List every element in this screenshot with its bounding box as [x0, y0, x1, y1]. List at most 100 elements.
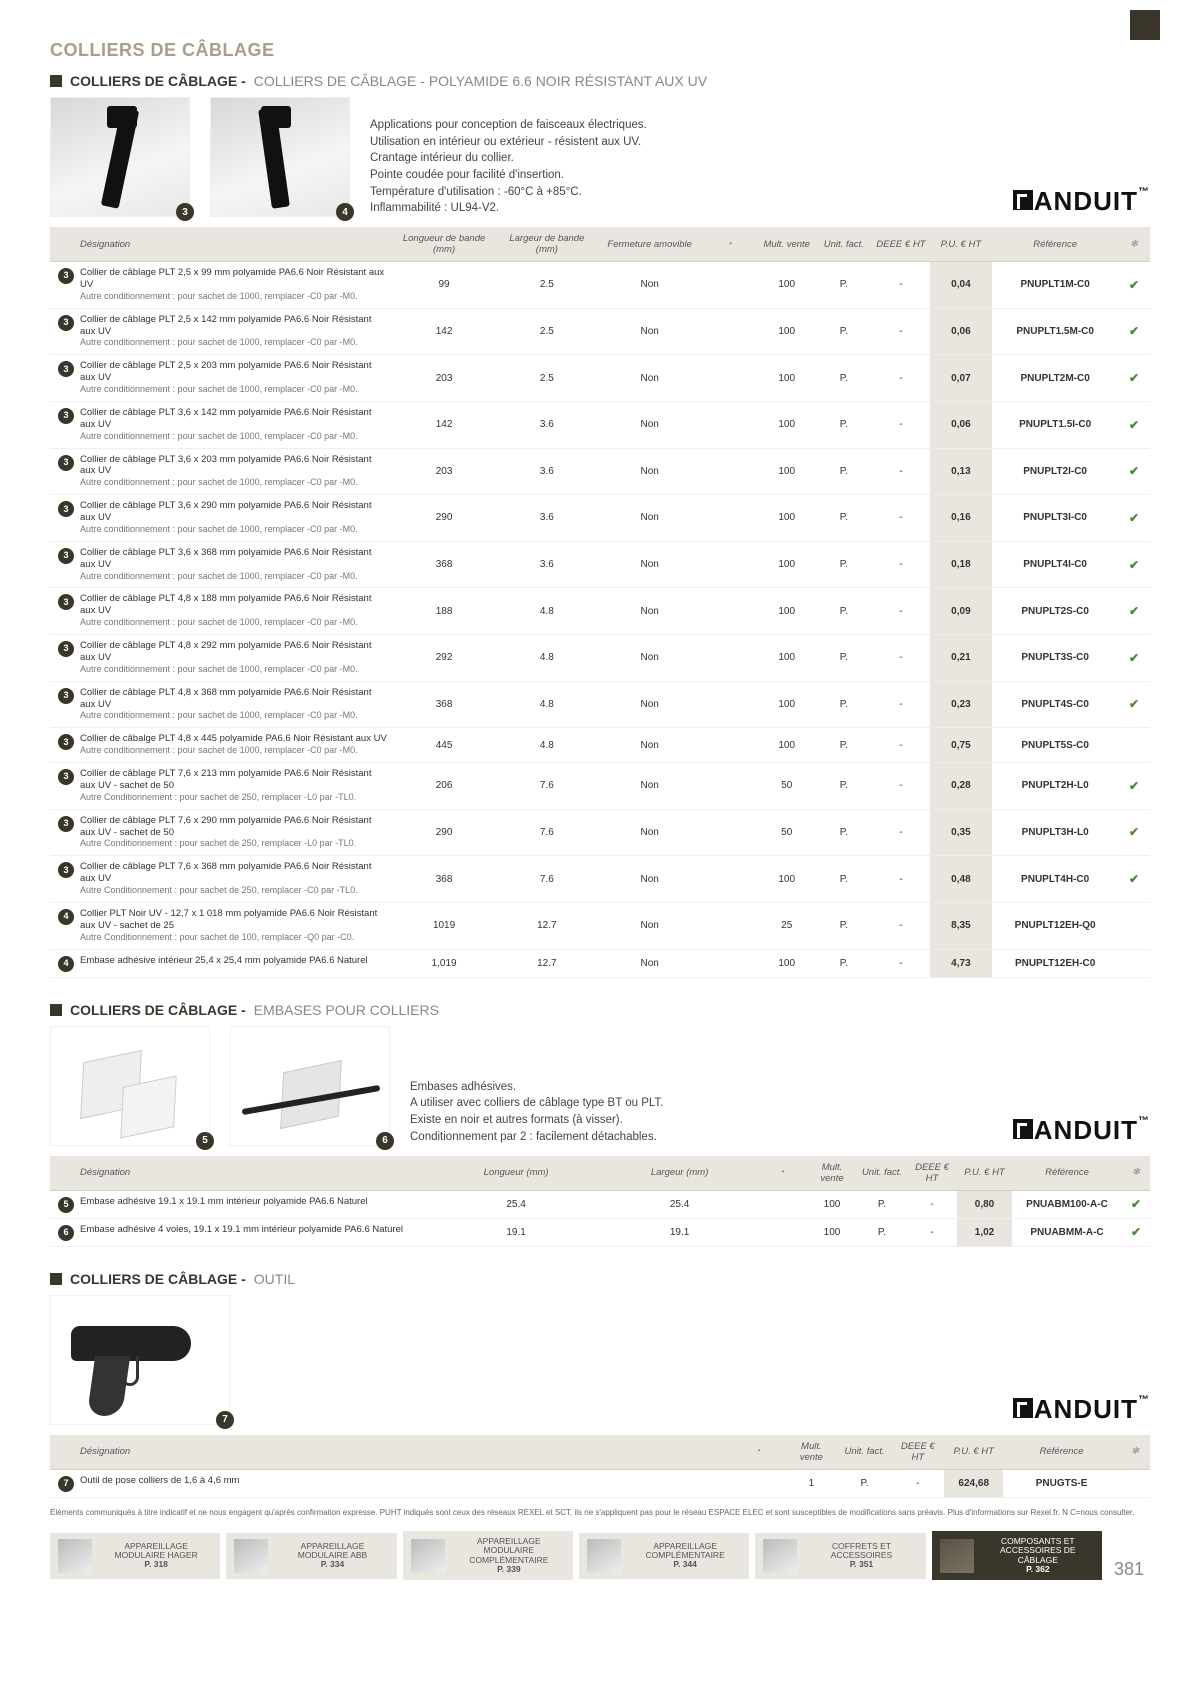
- cell-unit: P.: [857, 1218, 907, 1246]
- footer-tab[interactable]: COMPOSANTS ET ACCESSOIRES DE CÂBLAGEP. 3…: [932, 1531, 1102, 1580]
- cell-mult: 100: [758, 681, 815, 728]
- cell-ref: PNUPLT4S-C0: [992, 681, 1118, 728]
- cell-price: 0,07: [930, 355, 993, 402]
- image-badge-6: 6: [376, 1132, 394, 1150]
- cell-ref: PNUPLT12EH-C0: [992, 949, 1118, 977]
- col-fermeture: Fermeture amovible: [598, 227, 701, 262]
- row-badge: 7: [58, 1476, 74, 1492]
- tab-label: COMPOSANTS ET ACCESSOIRES DE CÂBLAGEP. 3…: [982, 1537, 1094, 1574]
- cell-fermeture: Non: [598, 763, 701, 810]
- footer-tab[interactable]: COFFRETS ET ACCESSOIRESP. 351: [755, 1533, 925, 1579]
- col-longueur: Longueur (mm): [430, 1156, 602, 1191]
- cell-longueur: 368: [393, 541, 496, 588]
- cell-check-icon: ✔: [1118, 262, 1150, 309]
- cell-fermeture: Non: [598, 355, 701, 402]
- cell-largeur: 3.6: [495, 541, 598, 588]
- cell-wifi: [701, 728, 758, 763]
- square-bullet-icon: [50, 75, 62, 87]
- cell-ref: PNUPLT1.5I-C0: [992, 401, 1118, 448]
- cell-fermeture: Non: [598, 681, 701, 728]
- cell-longueur: 203: [393, 355, 496, 402]
- page-number: 381: [1108, 1559, 1150, 1580]
- cell-largeur: 12.7: [495, 949, 598, 977]
- row-badge: 5: [58, 1197, 74, 1213]
- cell-ref: PNUPLT2H-L0: [992, 763, 1118, 810]
- cell-fermeture: Non: [598, 949, 701, 977]
- cell-wifi: [701, 262, 758, 309]
- cell-deee: -: [872, 728, 929, 763]
- cell-mult: 100: [758, 588, 815, 635]
- row-badge: 4: [58, 956, 74, 972]
- cell-largeur: 25.4: [602, 1190, 757, 1218]
- table-row: 3Collier de câblage PLT 4,8 x 292 mm pol…: [50, 635, 1150, 682]
- cell-ref: PNUABMM-A-C: [1012, 1218, 1122, 1246]
- tab-label: COFFRETS ET ACCESSOIRESP. 351: [805, 1542, 917, 1570]
- cell-check-icon: ✔: [1118, 448, 1150, 495]
- cell-price: 0,18: [930, 541, 993, 588]
- footnote: Éléments communiqués à titre indicatif e…: [50, 1508, 1150, 1518]
- square-bullet-icon: [50, 1004, 62, 1016]
- cell-check-icon: ✔: [1118, 495, 1150, 542]
- cell-mult: 100: [758, 495, 815, 542]
- row-badge: 3: [58, 455, 74, 471]
- desc-line: Utilisation en intérieur ou extérieur - …: [370, 134, 647, 151]
- col-wifi-icon: [732, 1435, 785, 1470]
- tab-thumb-icon: [587, 1539, 621, 1573]
- cell-unit: P.: [857, 1190, 907, 1218]
- cell-deee: -: [872, 809, 929, 856]
- cell-largeur: 2.5: [495, 308, 598, 355]
- row-badge: 3: [58, 501, 74, 517]
- cell-wifi: [701, 681, 758, 728]
- cell-fermeture: Non: [598, 728, 701, 763]
- cell-wifi: [701, 588, 758, 635]
- section3-prefix: COLLIERS DE CÂBLAGE -: [70, 1271, 246, 1287]
- table-row: 4Collier PLT Noir UV - 12,7 x 1 018 mm p…: [50, 902, 1150, 949]
- brand-text: ANDUIT: [1034, 1394, 1138, 1424]
- cell-check-icon: ✔: [1118, 809, 1150, 856]
- cell-unit: P.: [815, 902, 872, 949]
- designation-text: Collier de câblage PLT 4,8 x 188 mm poly…: [80, 593, 389, 629]
- footer-tab[interactable]: APPAREILLAGE MODULAIRE ABBP. 334: [226, 1533, 396, 1579]
- cell-longueur: 368: [393, 856, 496, 903]
- col-designation: Désignation: [50, 227, 393, 262]
- row-badge: 3: [58, 816, 74, 832]
- cell-largeur: 3.6: [495, 401, 598, 448]
- cell-fermeture: Non: [598, 809, 701, 856]
- col-deee: DEEE € HT: [907, 1156, 957, 1191]
- cell-check-icon: ✔: [1122, 1190, 1150, 1218]
- cell-check-icon: ✔: [1118, 588, 1150, 635]
- tab-label: APPAREILLAGE MODULAIRE COMPLÉMENTAIREP. …: [453, 1537, 565, 1574]
- cell-check-icon: ✔: [1118, 635, 1150, 682]
- footer-tab[interactable]: APPAREILLAGE MODULAIRE HAGERP. 318: [50, 1533, 220, 1579]
- footer-tab[interactable]: APPAREILLAGE COMPLÉMENTAIREP. 344: [579, 1533, 749, 1579]
- cell-ref: PNUPLT1M-C0: [992, 262, 1118, 309]
- section3-suffix: OUTIL: [254, 1271, 295, 1287]
- table-row: 3Collier de câblage PLT 7,6 x 213 mm pol…: [50, 763, 1150, 810]
- cell-unit: P.: [815, 856, 872, 903]
- designation-text: Outil de pose colliers de 1,6 à 4,6 mm: [80, 1475, 239, 1487]
- footer-tab[interactable]: APPAREILLAGE MODULAIRE COMPLÉMENTAIREP. …: [403, 1531, 573, 1580]
- cell-fermeture: Non: [598, 541, 701, 588]
- cell-longueur: 142: [393, 308, 496, 355]
- cell-deee: -: [872, 763, 929, 810]
- section2-prefix: COLLIERS DE CÂBLAGE -: [70, 1002, 246, 1018]
- cell-deee: -: [872, 355, 929, 402]
- col-price: P.U. € HT: [944, 1435, 1003, 1470]
- row-badge: 3: [58, 548, 74, 564]
- designation-text: Embase adhésive 19.1 x 19.1 mm intérieur…: [80, 1196, 368, 1208]
- designation-text: Collier de câblage PLT 7,6 x 290 mm poly…: [80, 815, 389, 851]
- cell-largeur: 3.6: [495, 448, 598, 495]
- designation-text: Collier de câblage PLT 7,6 x 368 mm poly…: [80, 861, 389, 897]
- desc-line: A utiliser avec colliers de câblage type…: [410, 1095, 663, 1112]
- cell-deee: -: [891, 1469, 944, 1497]
- cell-price: 624,68: [944, 1469, 1003, 1497]
- image-badge-4: 4: [336, 203, 354, 221]
- cell-wifi: [701, 308, 758, 355]
- cell-ref: PNUPLT2M-C0: [992, 355, 1118, 402]
- cell-wifi: [701, 355, 758, 402]
- row-badge: 4: [58, 909, 74, 925]
- cell-deee: -: [872, 588, 929, 635]
- cell-check-icon: ✔: [1122, 1218, 1150, 1246]
- cell-deee: -: [907, 1218, 957, 1246]
- tab-thumb-icon: [411, 1539, 445, 1573]
